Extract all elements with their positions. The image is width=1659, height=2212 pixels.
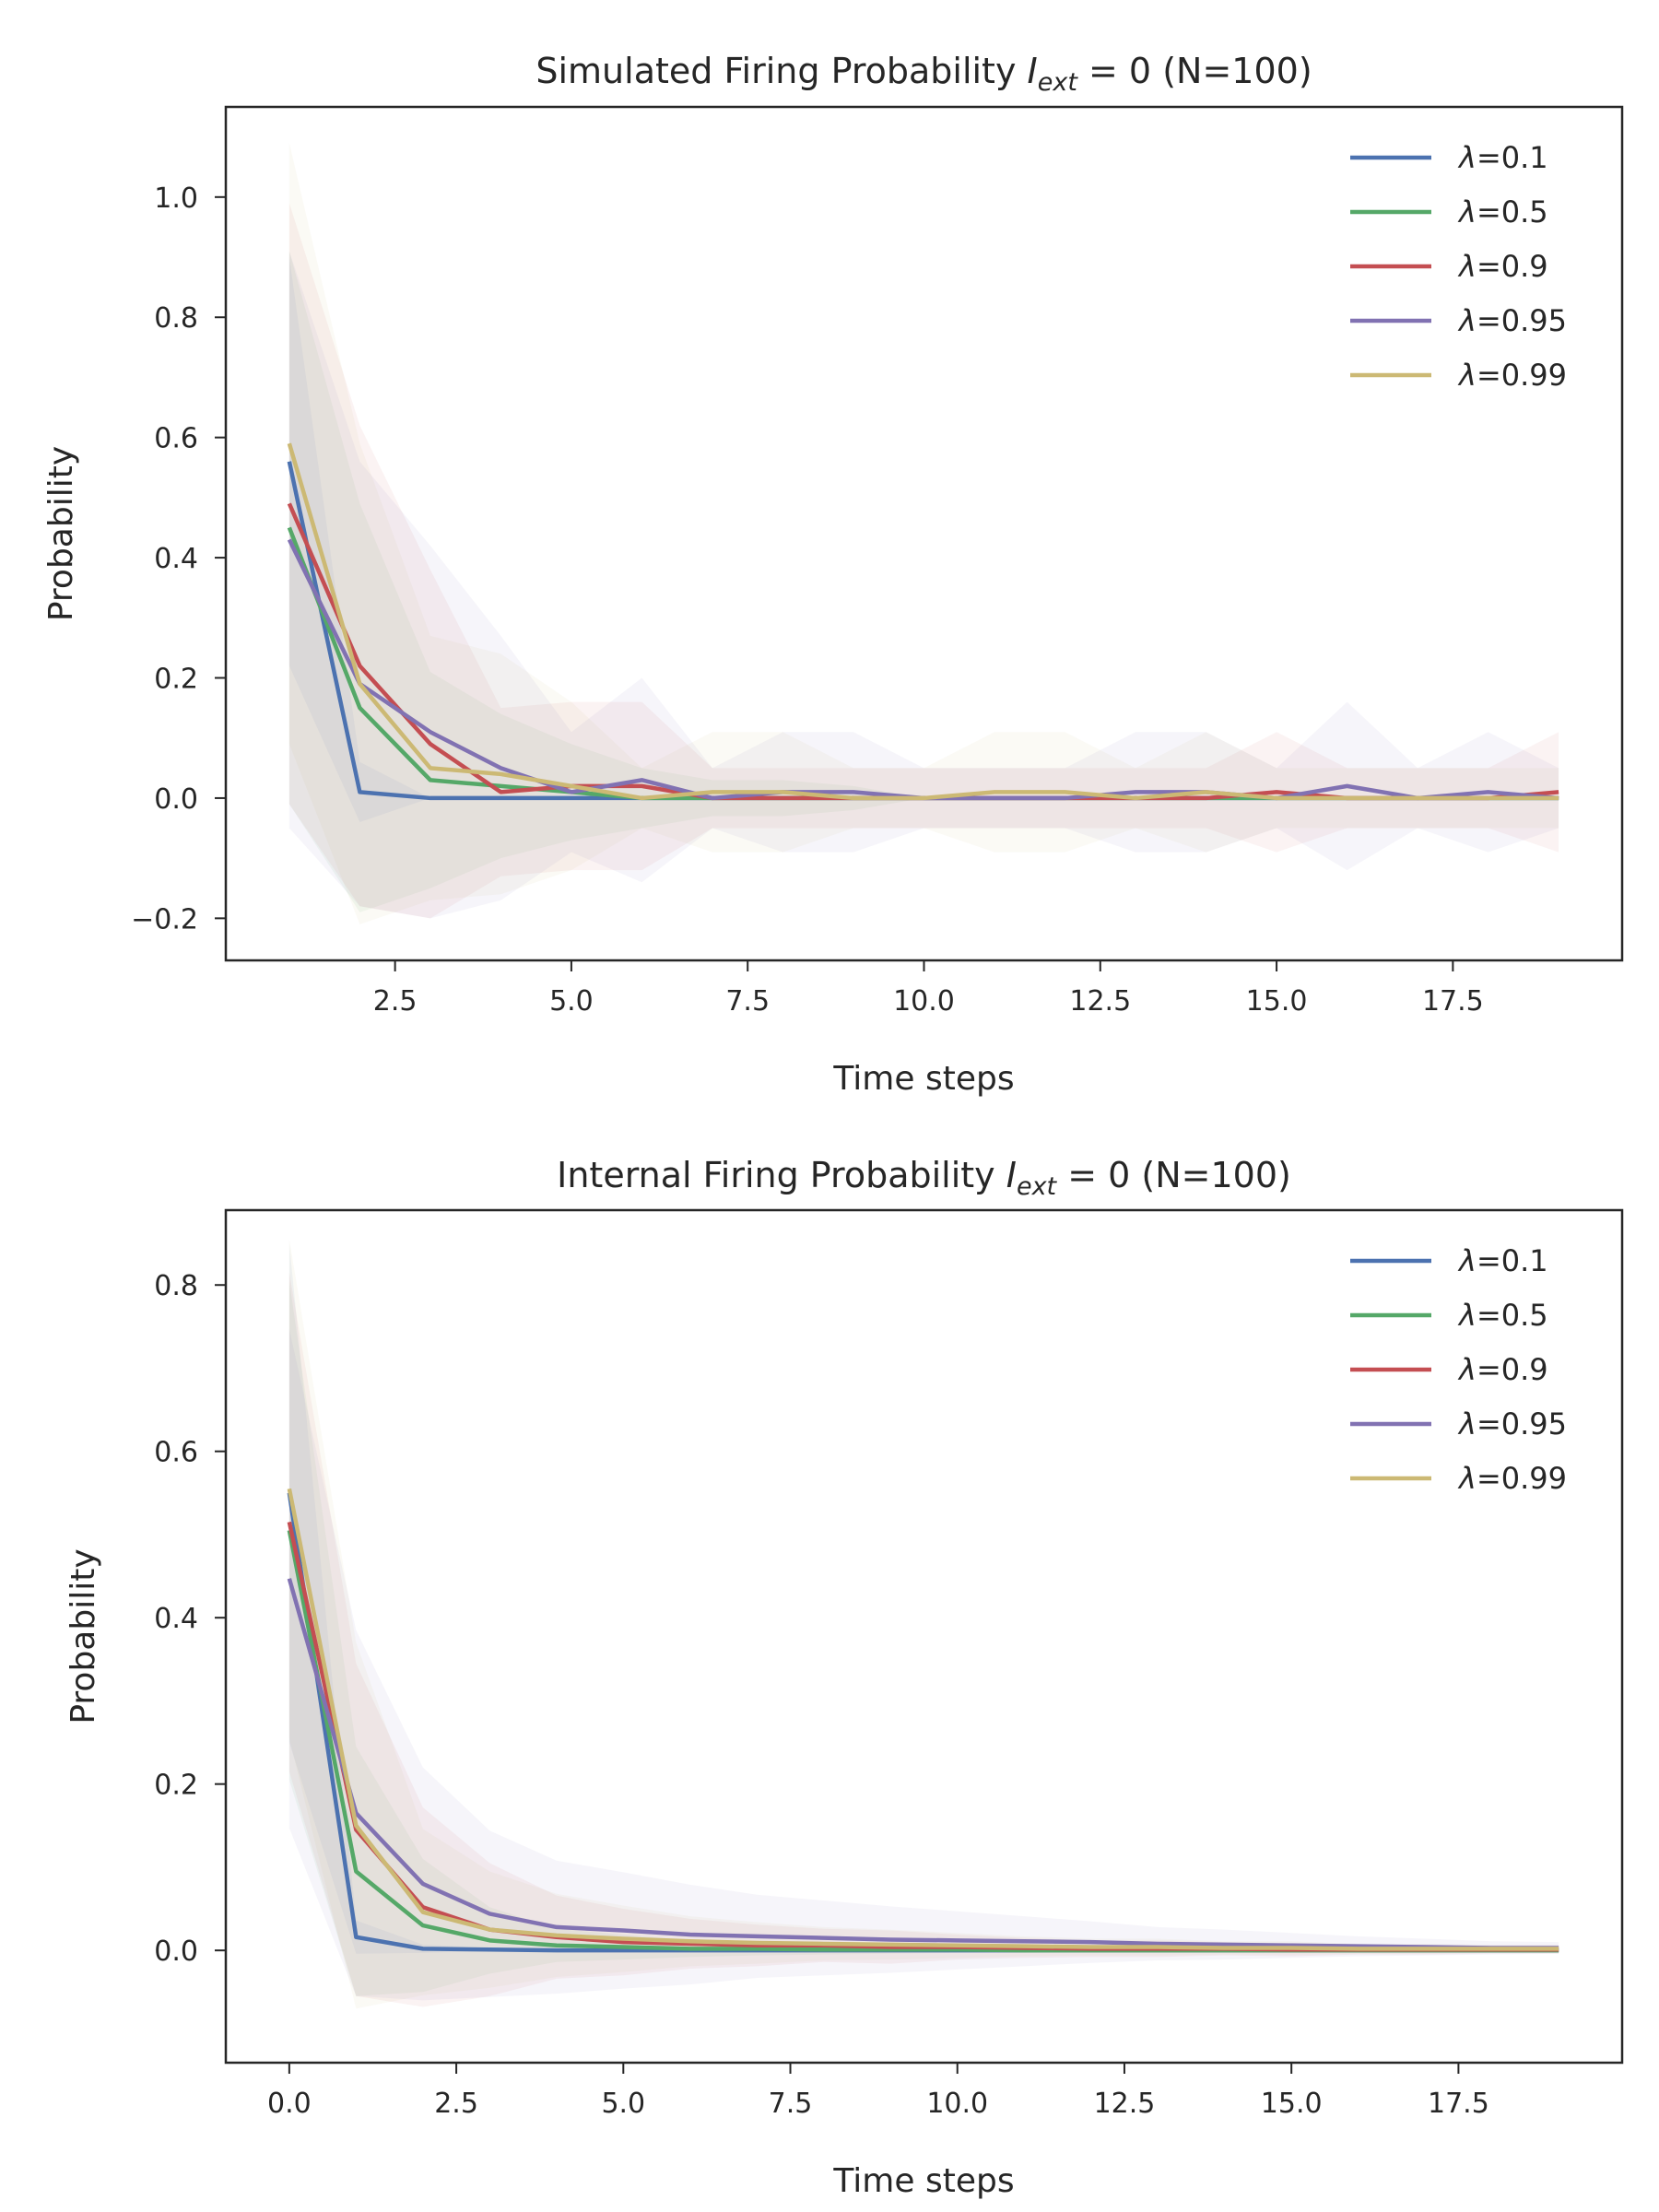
series-line-3 bbox=[287, 1578, 1559, 1950]
y-axis-label: Probability bbox=[65, 1548, 102, 1724]
legend-entry: λ=0.1 bbox=[1457, 1243, 1548, 1278]
chart-internal-firing: 0.0 2.5 5.0 7.5 10.0 12.5 15.0 17.5 0.0 0.2 0.4 0.6… bbox=[65, 1155, 1624, 2200]
band-series-1 bbox=[288, 1280, 1559, 1996]
legend-entry: λ=0.99 bbox=[1457, 358, 1567, 393]
confidence-bands bbox=[288, 143, 1559, 924]
x-tick-label: 2.5 bbox=[434, 2088, 478, 2120]
x-tick-label: 17.5 bbox=[1428, 2088, 1489, 2120]
series-lines bbox=[287, 1488, 1559, 1953]
band-series-3 bbox=[288, 1329, 1559, 2001]
legend: λ=0.1 λ=0.5 λ=0.9 λ=0.95 λ=0.99 bbox=[1350, 1243, 1567, 1496]
x-tick-label: 15.0 bbox=[1261, 2088, 1323, 2120]
legend-entry: λ=0.99 bbox=[1457, 1461, 1567, 1496]
legend-entry: λ=0.95 bbox=[1457, 1406, 1567, 1441]
y-tick-label: 1.0 bbox=[154, 182, 198, 215]
x-tick-label: 12.5 bbox=[1094, 2088, 1156, 2120]
legend-entry: λ=0.95 bbox=[1457, 303, 1567, 338]
band-series-4 bbox=[288, 1239, 1559, 2009]
y-tick-label: 0.0 bbox=[154, 783, 198, 816]
x-tick-label: 15.0 bbox=[1246, 985, 1308, 1018]
y-tick-label: 0.4 bbox=[154, 543, 198, 575]
x-tick-label: 7.5 bbox=[725, 985, 770, 1018]
chart-simulated-firing: 2.5 5.0 7.5 10.0 12.5 15.0 17.5 −0.2 0.0 0.2 0.4 0.… bbox=[42, 51, 1624, 1098]
x-tick-label: 0.0 bbox=[267, 2088, 312, 2120]
x-tick-label: 17.5 bbox=[1422, 985, 1484, 1018]
legend-entry: λ=0.5 bbox=[1457, 1298, 1548, 1333]
y-tick-label: 0.8 bbox=[154, 1270, 198, 1302]
x-tick-label: 2.5 bbox=[373, 985, 418, 1018]
chart-title: Simulated Firing Probability Iext = 0 (N… bbox=[535, 51, 1312, 97]
legend-entry: λ=0.9 bbox=[1457, 1352, 1548, 1387]
band-series-1 bbox=[288, 251, 1559, 912]
x-tick-label: 5.0 bbox=[549, 985, 594, 1018]
band-series-2 bbox=[288, 203, 1559, 919]
y-tick-label: 0.6 bbox=[154, 423, 198, 455]
legend-entry: λ=0.9 bbox=[1457, 249, 1548, 284]
x-tick-label: 5.0 bbox=[601, 2088, 645, 2120]
y-tick-label: 0.4 bbox=[154, 1603, 198, 1635]
series-line-4 bbox=[287, 1488, 1559, 1951]
x-tick-label: 12.5 bbox=[1069, 985, 1131, 1018]
y-tick-label: −0.2 bbox=[131, 903, 198, 935]
x-tick-label: 10.0 bbox=[926, 2088, 988, 2120]
plot-frame bbox=[224, 1208, 1624, 2065]
x-axis-label: Time steps bbox=[832, 1060, 1014, 1098]
series-line-4 bbox=[287, 442, 1559, 801]
legend-entry: λ=0.5 bbox=[1457, 194, 1548, 229]
x-tick-label: 7.5 bbox=[769, 2088, 813, 2120]
legend-entry: λ=0.1 bbox=[1457, 140, 1548, 175]
band-series-2 bbox=[288, 1272, 1559, 2007]
y-tick-label: 0.0 bbox=[154, 1936, 198, 1968]
y-axis-label: Probability bbox=[42, 446, 80, 621]
chart-title: Internal Firing Probability Iext = 0 (N=… bbox=[557, 1155, 1291, 1201]
band-series-4 bbox=[288, 143, 1559, 924]
confidence-bands bbox=[288, 1239, 1559, 2009]
x-axis-label: Time steps bbox=[832, 2162, 1014, 2200]
x-tick-label: 10.0 bbox=[893, 985, 955, 1018]
y-tick-label: 0.2 bbox=[154, 1770, 198, 1802]
legend: λ=0.1 λ=0.5 λ=0.9 λ=0.95 λ=0.99 bbox=[1350, 140, 1567, 393]
band-series-3 bbox=[288, 251, 1559, 919]
y-tick-label: 0.6 bbox=[154, 1437, 198, 1469]
series-lines bbox=[287, 442, 1559, 801]
y-tick-label: 0.2 bbox=[154, 664, 198, 696]
y-tick-label: 0.8 bbox=[154, 302, 198, 335]
